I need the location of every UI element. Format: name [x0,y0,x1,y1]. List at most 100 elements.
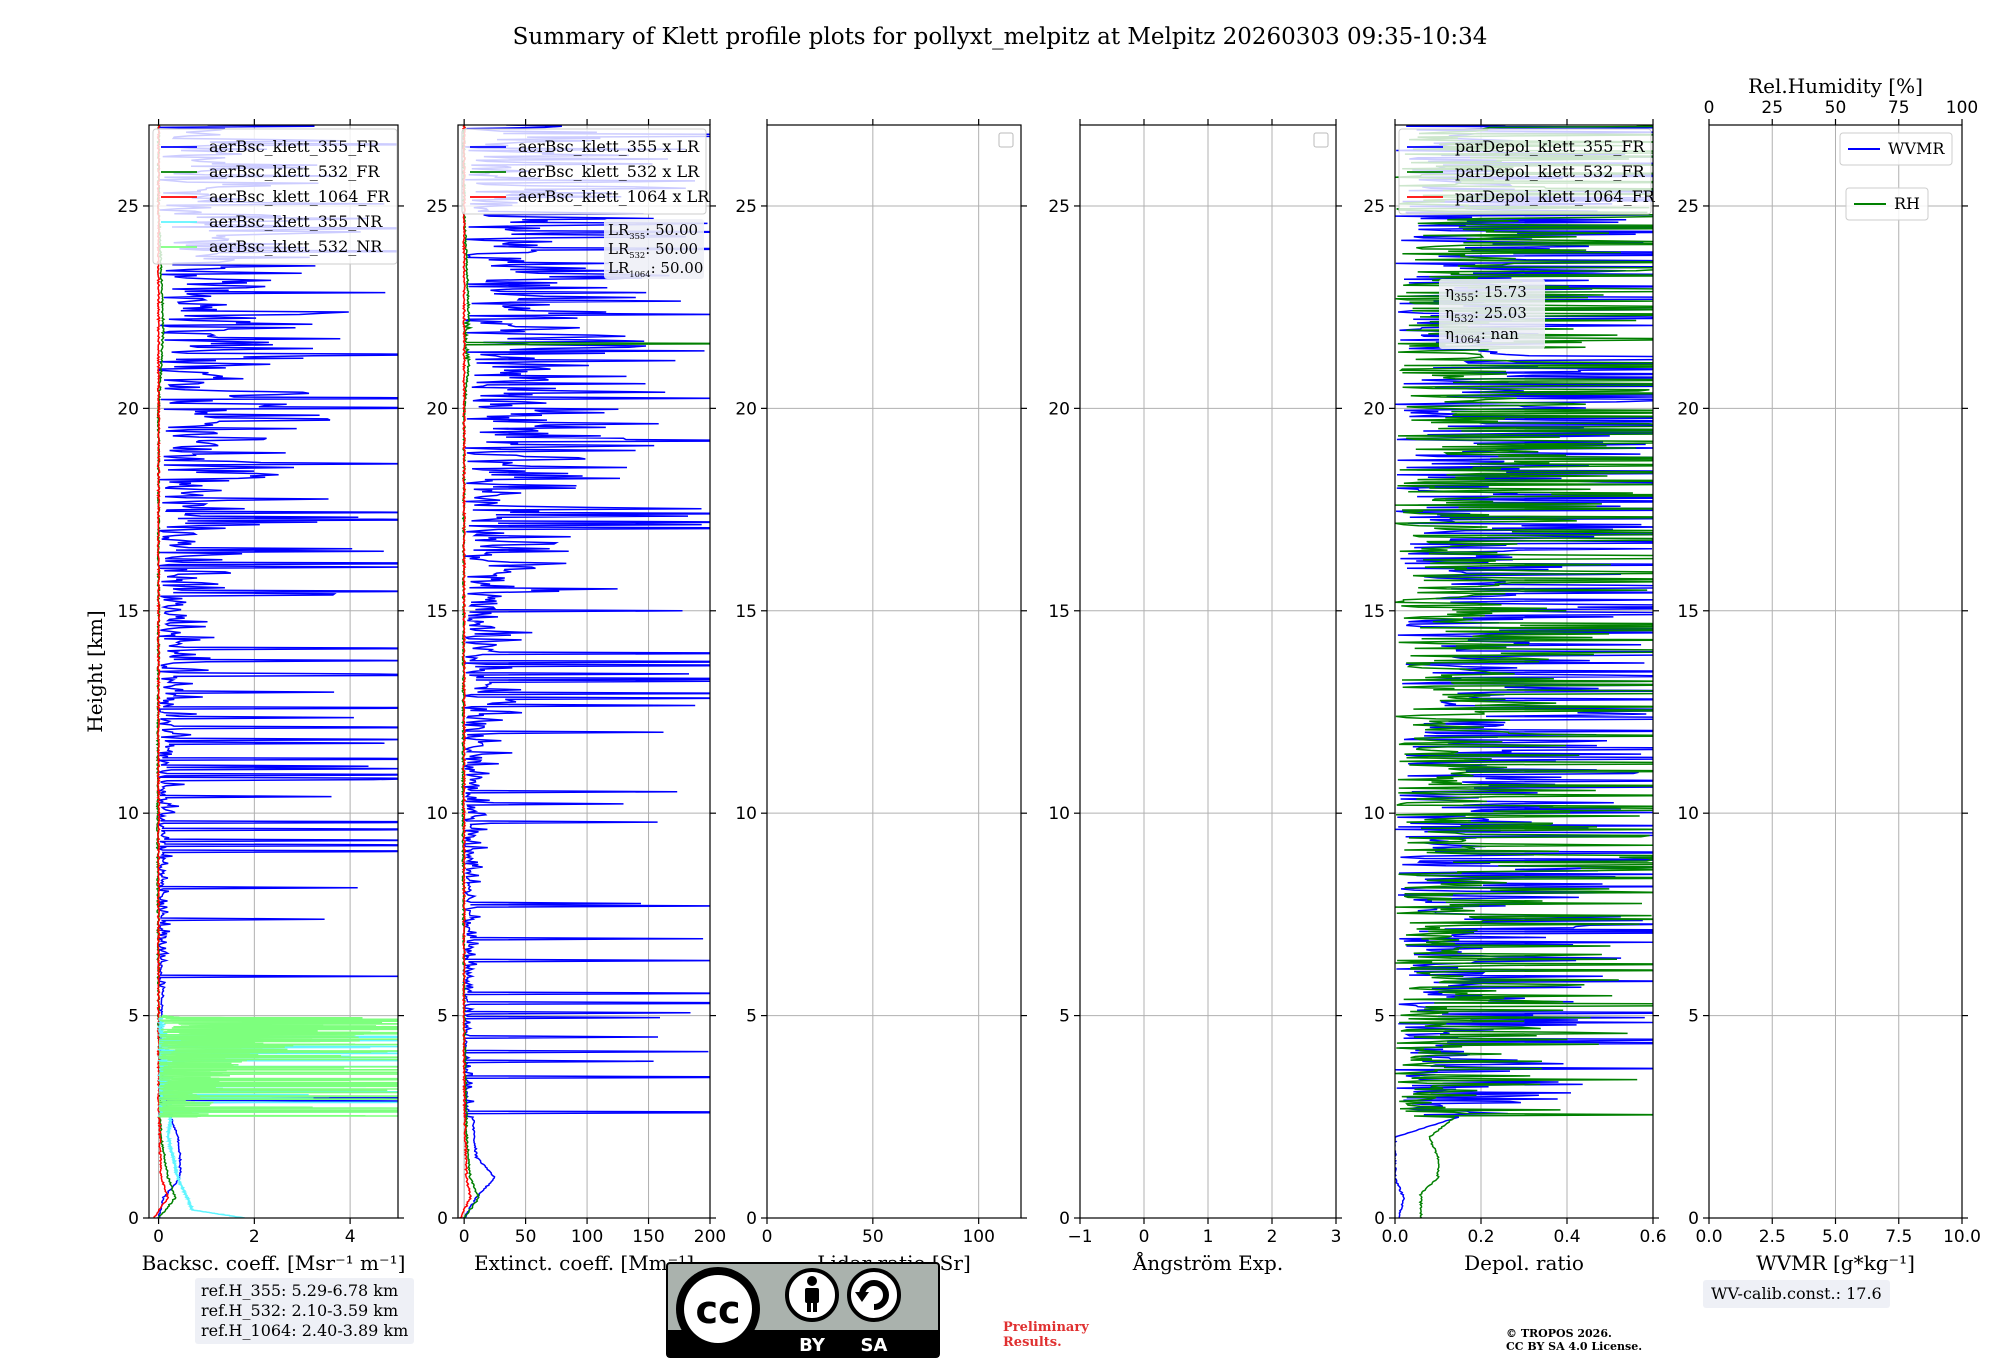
attribution-icon [785,1268,839,1322]
copyright-line-2: CC BY SA 4.0 License. [1506,1340,1643,1353]
y-tick-label: 15 [735,602,757,622]
y-tick-label: 10 [1048,804,1070,824]
y-tick-label: 15 [426,602,448,622]
panel-extinction: 0 50 100 150 200 0 5 10 15 20 25 Extinct. coeff. [M… [426,119,726,1275]
legend-label-aerBsc_klett_355 x LR: aerBsc_klett_355 x LR [518,137,700,156]
depol-calib-value: η532: 25.03 [1445,304,1527,325]
x-tick-label: 0.2 [1467,1227,1494,1247]
cc-logo-text: cc [695,1288,740,1332]
x-tick-label: 2 [249,1227,260,1247]
copyright-note: © TROPOS 2026. CC BY SA 4.0 License. [1506,1327,1706,1353]
plot-area [153,125,398,1218]
empty-legend-box [1313,132,1329,148]
y-tick-label: 25 [735,197,757,217]
lidar-ratio-value: LR532: 50.00 [608,240,698,260]
x-tick-label: 0 [153,1227,164,1247]
y-tick-label: 15 [117,602,139,622]
panel-wvmr: 0.0 2.5 5.0 7.5 10.0 0 5 10 15 20 25 WVMR [g*kg⁻¹] 0… [1677,74,1981,1275]
lidar-ratio-box [604,219,704,279]
y-axis-label: Height [km] [83,610,107,732]
wv-calib-box: WV-calib.const.: 17.6 [1703,1280,1890,1308]
plot-area [459,125,710,1218]
y-tick-label: 0 [128,1209,139,1229]
depol-calib-value: η355: 15.73 [1445,283,1527,304]
x-tick-label: 0 [762,1227,773,1247]
x-tick-label: 2 [1267,1227,1278,1247]
legend-box-RH [1845,187,1929,221]
legend-label-RH: RH [1894,194,1920,213]
ref-height-355: ref.H_355: 5.29-6.78 km [201,1281,399,1300]
legend-label-parDepol_klett_532_FR: parDepol_klett_532_FR [1455,162,1646,181]
x-tick-label: 50 [862,1227,884,1247]
top-tick-label: 0 [1704,98,1715,118]
copyright-line-1: © TROPOS 2026. [1506,1327,1612,1340]
y-tick-label: 10 [1363,804,1385,824]
figure-title: Summary of Klett profile plots for polly… [513,24,1488,50]
sa-label: SA [861,1335,888,1356]
axes-frame [1394,124,1654,1219]
cc-license-badge: cc BY SA [666,1262,940,1358]
y-tick-label: 5 [437,1007,448,1027]
y-tick-label: 25 [1048,197,1070,217]
y-tick-label: 10 [117,804,139,824]
x-axis-label: WVMR [g*kg⁻¹] [1756,1251,1915,1275]
x-tick-label: 50 [515,1227,537,1247]
top-axis-label: Rel.Humidity [%] [1748,74,1923,98]
x-tick-label: 5.0 [1822,1227,1849,1247]
y-tick-label: 10 [426,804,448,824]
legend-label-aerBsc_klett_1064 x LR: aerBsc_klett_1064 x LR [518,187,710,206]
calib-constants-box [1439,279,1545,349]
series-line-aerBsc_klett_1064 x LR [459,125,473,1218]
x-tick-label: 0 [459,1227,470,1247]
top-tick-label: 50 [1825,98,1847,118]
legend-label-aerBsc_klett_532 x LR: aerBsc_klett_532 x LR [518,162,700,181]
y-tick-label: 5 [1688,1007,1699,1027]
reference-heights-box: ref.H_355: 5.29-6.78 km ref.H_532: 2.10-… [195,1278,415,1344]
legend-label-parDepol_klett_1064_FR: parDepol_klett_1064_FR [1455,187,1656,206]
panel-lidar-ratio: 0501000510152025Lidar ratio [Sr] [735,119,1027,1275]
x-axis-label: Backsc. coeff. [Msr⁻¹ m⁻¹] [142,1251,406,1275]
x-tick-label: 0.6 [1639,1227,1666,1247]
series-line-aerBsc_klett_355 x LR [461,125,710,1218]
x-tick-label: 7.5 [1885,1227,1912,1247]
y-tick-label: 25 [1363,197,1385,217]
legend-label-WVMR: WVMR [1888,139,1945,158]
y-tick-label: 20 [426,399,448,419]
legend-label-aerBsc_klett_532_FR: aerBsc_klett_532_FR [209,162,380,181]
depol-calib-value: η1064: nan [1445,325,1519,346]
series-line-aerBsc_klett_532_NR [158,1014,398,1118]
series-line-parDepol_klett_532_FR [1395,125,1653,1218]
x-tick-label: 100 [571,1227,603,1247]
axes-frame [457,124,711,1219]
legend-box-WVMR [1839,132,1953,166]
x-tick-label: 100 [962,1227,994,1247]
preliminary-line-2: Results. [1003,1335,1062,1350]
y-tick-label: 5 [1059,1007,1070,1027]
y-tick-label: 10 [1677,804,1699,824]
axes-frame [148,124,399,1219]
x-tick-label: 0.0 [1381,1227,1408,1247]
x-axis-label: Depol. ratio [1464,1251,1584,1275]
y-tick-label: 20 [1048,399,1070,419]
axes-frame [766,124,1022,1219]
by-label: BY [799,1335,826,1356]
x-tick-label: 0 [1139,1227,1150,1247]
preliminary-note: Preliminary Results. [1003,1320,1143,1350]
x-tick-label: −1 [1067,1227,1092,1247]
top-tick-label: 75 [1888,98,1910,118]
lidar-ratio-value: LR355: 50.00 [608,221,698,241]
empty-legend-box [998,132,1014,148]
legend-label-aerBsc_klett_355_FR: aerBsc_klett_355_FR [209,137,380,156]
y-tick-label: 10 [735,804,757,824]
y-tick-label: 0 [1059,1209,1070,1229]
y-tick-label: 5 [128,1007,139,1027]
y-tick-label: 20 [1363,399,1385,419]
top-tick-label: 25 [1761,98,1783,118]
y-tick-label: 5 [746,1007,757,1027]
y-tick-label: 20 [735,399,757,419]
legend-label-aerBsc_klett_1064_FR: aerBsc_klett_1064_FR [209,187,391,206]
panel-backscatter: 0 2 4 0 5 10 15 20 25 Backsc. coeff. [Msr⁻¹ m⁻¹] H… [83,119,406,1275]
